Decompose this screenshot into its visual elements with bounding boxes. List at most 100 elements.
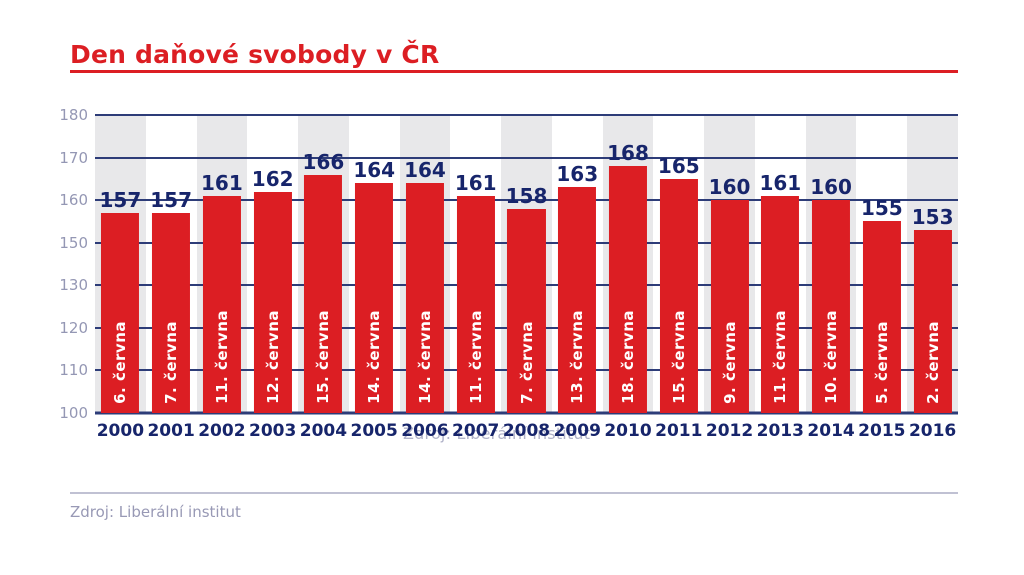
bar-value-label: 166 bbox=[302, 149, 345, 174]
bar-slot-2011: 15. června 165 bbox=[653, 115, 704, 413]
bar-value-label: 155 bbox=[860, 196, 903, 221]
y-tick-label: 130 bbox=[59, 276, 88, 295]
bar-slot-2014: 10. června 160 bbox=[806, 115, 857, 413]
bar-date-label: 11. června bbox=[466, 310, 485, 404]
bar-value-label: 157 bbox=[99, 187, 142, 212]
x-tick-label-2010: 2010 bbox=[604, 421, 652, 441]
y-tick-label: 110 bbox=[59, 361, 88, 380]
bar-slot-2000: 6. června 157 bbox=[95, 115, 146, 413]
x-tick-label-2004: 2004 bbox=[299, 421, 348, 441]
title-underline bbox=[70, 70, 958, 73]
bar-2016: 2. června bbox=[913, 229, 952, 413]
bar-2001: 7. června bbox=[152, 212, 191, 413]
x-tick-label-2002: 2002 bbox=[198, 421, 246, 441]
x-tick-label-2006: 2006 bbox=[401, 421, 449, 441]
bar-2012: 9. června bbox=[710, 200, 749, 413]
bar-value-label: 160 bbox=[708, 175, 751, 200]
x-tick-label-2008: 2008 bbox=[502, 421, 551, 441]
y-axis-labels: 180 170 160 150 130 120 110 100 bbox=[40, 106, 88, 422]
bar-2002: 11. června bbox=[202, 195, 241, 413]
bar-value-label: 168 bbox=[607, 141, 649, 166]
bar-2004: 15. června bbox=[304, 174, 343, 413]
bar-slot-2015: 5. června 155 bbox=[856, 115, 907, 413]
source-watermark: Zdroj: Liberální institut bbox=[403, 424, 591, 443]
bar-date-label: 7. června bbox=[162, 321, 181, 404]
bar-slot-2006: 14. června 164 bbox=[400, 115, 451, 413]
bar-slot-2007: 11. června 161 bbox=[450, 115, 501, 413]
bar-date-label: 7. června bbox=[517, 321, 536, 404]
bars: 6. června 157 7. června 157 11. června 161 12.… bbox=[95, 115, 958, 413]
footer-divider bbox=[70, 492, 958, 494]
bar-date-label: 18. června bbox=[619, 310, 638, 404]
bar-value-label: 153 bbox=[911, 204, 954, 229]
gridline bbox=[95, 199, 958, 202]
bar-slot-2012: 9. června 160 bbox=[704, 115, 755, 413]
bar-2009: 13. června bbox=[558, 187, 597, 413]
bar-date-label: 15. června bbox=[314, 310, 333, 404]
x-tick-label-2005: 2005 bbox=[350, 421, 398, 441]
bar-2006: 14. června bbox=[405, 183, 444, 413]
gridline bbox=[95, 114, 958, 116]
bar-value-label: 165 bbox=[657, 153, 700, 178]
source-caption: Zdroj: Liberální institut bbox=[70, 503, 241, 521]
x-tick-label-2015: 2015 bbox=[858, 421, 906, 441]
bar-date-label: 11. června bbox=[771, 310, 790, 404]
bar-value-label: 164 bbox=[404, 158, 446, 183]
bar-value-label: 162 bbox=[251, 166, 294, 191]
bar-slot-2005: 14. června 164 bbox=[349, 115, 400, 413]
bar-value-label: 161 bbox=[454, 170, 497, 195]
gridline bbox=[95, 411, 958, 415]
bar-value-label: 158 bbox=[505, 183, 548, 208]
x-tick-label-2000: 2000 bbox=[96, 421, 145, 441]
bar-date-label: 14. června bbox=[415, 310, 434, 404]
bar-value-label: 163 bbox=[556, 162, 599, 187]
x-axis-labels: 2000 2001 2002 2003 2004 2005 2006 2007 2008 2009… bbox=[95, 421, 958, 445]
bar-2013: 11. června bbox=[761, 195, 800, 413]
y-tick-label: 100 bbox=[59, 404, 88, 422]
bar-date-label: 11. června bbox=[212, 310, 231, 404]
bar-date-label: 12. června bbox=[263, 310, 282, 404]
bar-date-label: 10. června bbox=[822, 310, 841, 404]
bar-slot-2002: 11. června 161 bbox=[197, 115, 248, 413]
bar-value-label: 164 bbox=[353, 158, 396, 183]
gridline bbox=[95, 156, 958, 159]
bar-2008: 7. června bbox=[507, 208, 546, 413]
bar-2010: 18. června bbox=[608, 166, 648, 413]
bar-slot-2013: 11. června 161 bbox=[755, 115, 806, 413]
bar-date-label: 5. června bbox=[872, 321, 891, 404]
bar-chart: 6. června 157 7. června 157 11. června 161 12.… bbox=[95, 114, 958, 415]
x-tick-label-2001: 2001 bbox=[147, 421, 195, 441]
bar-value-label: 157 bbox=[150, 187, 192, 212]
x-tick-label-2009: 2009 bbox=[553, 421, 601, 441]
bar-slot-2016: 2. června 153 bbox=[907, 115, 958, 413]
bar-date-label: 13. června bbox=[568, 310, 587, 404]
x-tick-label-2013: 2013 bbox=[756, 421, 804, 441]
bar-date-label: 15. června bbox=[669, 310, 688, 404]
y-tick-label: 160 bbox=[59, 191, 88, 210]
bar-2007: 11. června bbox=[456, 195, 495, 413]
bar-2003: 12. června bbox=[253, 191, 292, 413]
x-tick-label-2012: 2012 bbox=[705, 421, 754, 441]
x-tick-label-2014: 2014 bbox=[807, 421, 855, 441]
bar-2005: 14. června bbox=[355, 183, 394, 413]
bar-2000: 6. června bbox=[101, 212, 140, 413]
bar-2011: 15. června bbox=[659, 178, 698, 413]
bar-slot-2010: 18. června 168 bbox=[603, 115, 654, 413]
bar-value-label: 161 bbox=[759, 170, 802, 195]
bar-slot-2001: 7. června 157 bbox=[146, 115, 197, 413]
y-tick-label: 170 bbox=[59, 148, 88, 167]
y-tick-label: 120 bbox=[59, 318, 88, 337]
bar-slot-2008: 7. června 158 bbox=[501, 115, 552, 413]
bar-date-label: 9. června bbox=[720, 321, 739, 404]
x-tick-label-2016: 2016 bbox=[908, 421, 957, 441]
bar-date-label: 2. června bbox=[923, 321, 942, 404]
bar-slot-2009: 13. června 163 bbox=[552, 115, 603, 413]
bar-value-label: 160 bbox=[810, 175, 852, 200]
page-title: Den daňové svobody v ČR bbox=[70, 40, 440, 69]
bar-slot-2003: 12. června 162 bbox=[247, 115, 298, 413]
y-tick-label: 150 bbox=[59, 233, 88, 252]
bar-2014: 10. června bbox=[812, 200, 851, 413]
y-tick-label: 180 bbox=[59, 106, 88, 124]
x-tick-label-2011: 2011 bbox=[655, 421, 703, 441]
